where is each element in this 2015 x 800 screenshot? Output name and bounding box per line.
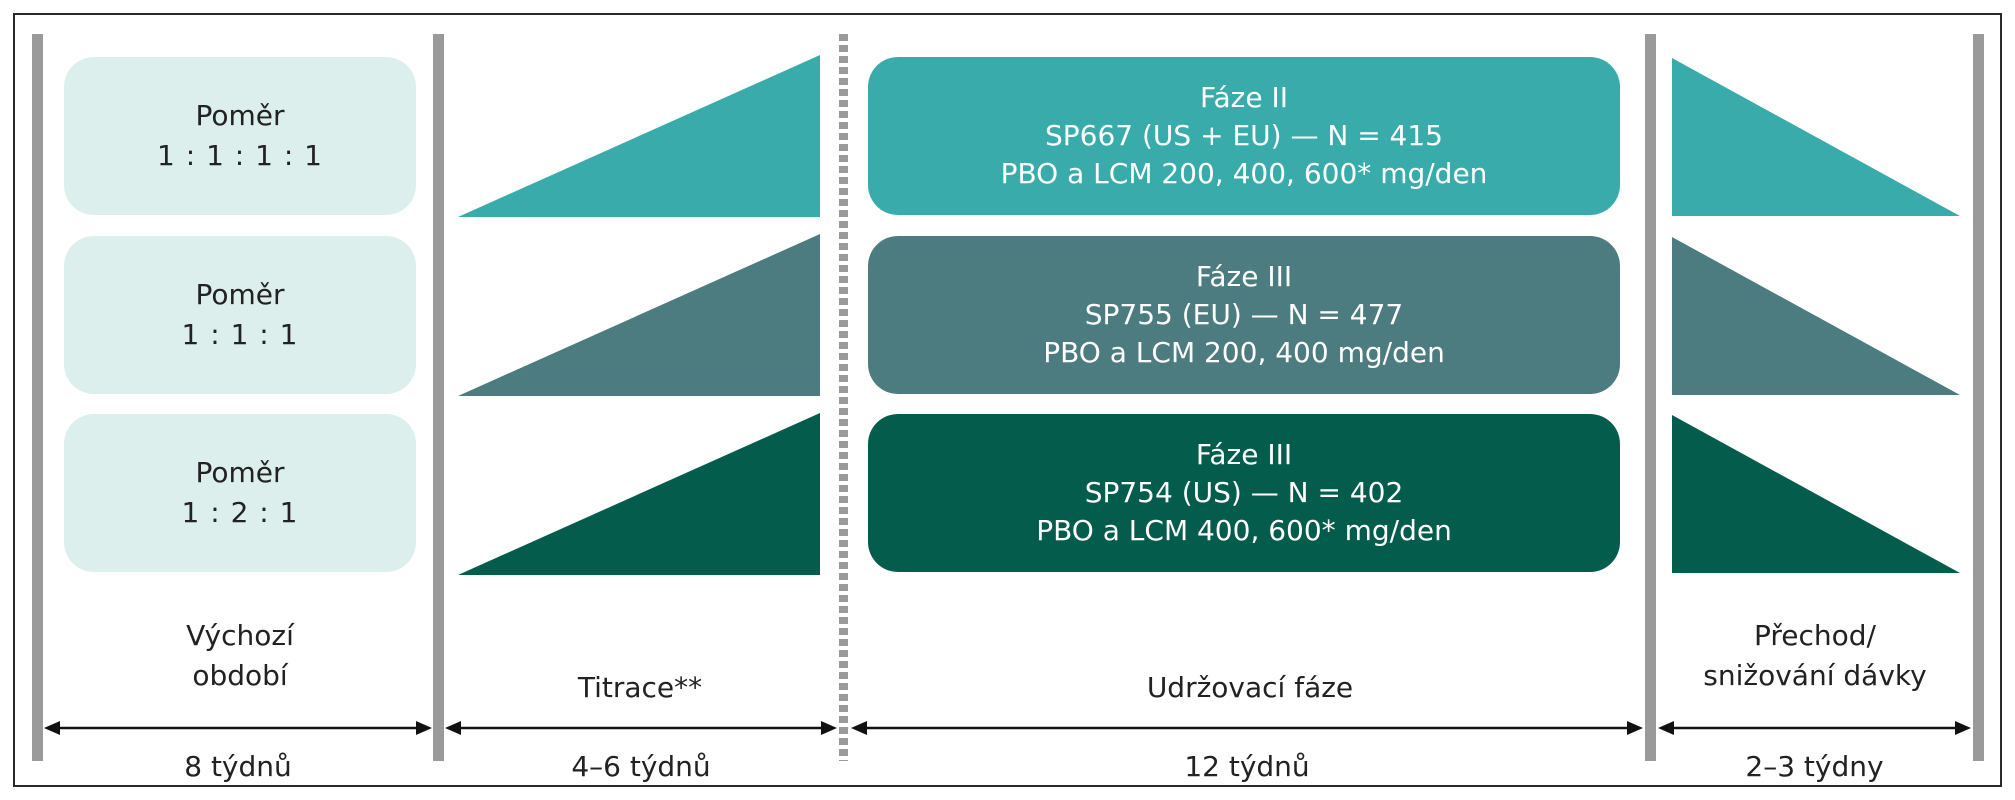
period-label-line: Titrace**: [577, 671, 703, 704]
titration-triangle: [458, 234, 820, 396]
period-label-titration: Titrace**: [450, 668, 830, 708]
duration-arrow-maintenance: [851, 721, 1643, 735]
ratio-box-1: Poměr 1 : 1 : 1 : 1: [64, 57, 416, 215]
duration-transition: 2–3 týdny: [1745, 750, 1884, 783]
duration-arrow-titration: [445, 721, 837, 735]
duration-arrow-baseline: [44, 721, 432, 735]
study-doses: PBO a LCM 200, 400, 600* mg/den: [1000, 157, 1488, 190]
boundary-line-titration-end: [839, 34, 848, 761]
study-id: SP667 (US + EU) — N = 415: [1044, 119, 1443, 152]
period-label-line: Udržovací fáze: [1146, 671, 1354, 704]
ratio-label: Poměr: [195, 278, 285, 311]
boundary-line-end: [1973, 34, 1984, 761]
taper-ramp-1: [1672, 58, 1960, 216]
titration-ramp-3: [458, 413, 820, 575]
duration-arrow-transition: [1658, 721, 1971, 735]
titration-ramp-1: [458, 55, 820, 217]
taper-triangle: [1672, 58, 1960, 216]
study-phase: Fáze III: [1195, 438, 1293, 471]
ratio-value: 1 : 2 : 1: [181, 496, 299, 529]
boundary-line-maintenance-end: [1645, 34, 1656, 761]
taper-ramp-2: [1672, 237, 1960, 395]
study-phase: Fáze II: [1199, 81, 1289, 114]
period-label-maintenance: Udržovací fáze: [860, 668, 1640, 708]
period-label-line: Přechod/: [1754, 619, 1876, 652]
period-label-transition: Přechod/ snižování dávky: [1660, 616, 1970, 696]
duration-maintenance: 12 týdnů: [1184, 750, 1310, 783]
ratio-box-3: Poměr 1 : 2 : 1: [64, 414, 416, 572]
study-box-sp667: Fáze II SP667 (US + EU) — N = 415 PBO a …: [868, 57, 1620, 215]
period-label-line: Výchozí: [186, 619, 294, 652]
taper-triangle: [1672, 415, 1960, 573]
taper-ramp-3: [1672, 415, 1960, 573]
ratio-label: Poměr: [195, 99, 285, 132]
boundary-line-baseline-end: [433, 34, 444, 761]
ratio-value: 1 : 1 : 1 : 1: [157, 139, 323, 172]
period-label-baseline: Výchozí období: [60, 616, 420, 696]
ratio-label: Poměr: [195, 456, 285, 489]
study-box-sp755: Fáze III SP755 (EU) — N = 477 PBO a LCM …: [868, 236, 1620, 394]
period-label-line: snižování dávky: [1703, 659, 1927, 692]
study-phase: Fáze III: [1195, 260, 1293, 293]
duration-baseline: 8 týdnů: [184, 750, 292, 783]
ratio-value: 1 : 1 : 1: [181, 318, 299, 351]
titration-triangle: [458, 55, 820, 217]
ratio-box-2: Poměr 1 : 1 : 1: [64, 236, 416, 394]
study-doses: PBO a LCM 400, 600* mg/den: [1036, 514, 1452, 547]
diagram-frame: [13, 13, 2002, 787]
period-label-line: období: [192, 659, 288, 692]
duration-titration: 4–6 týdnů: [571, 750, 711, 783]
study-box-sp754: Fáze III SP754 (US) — N = 402 PBO a LCM …: [868, 414, 1620, 572]
study-id: SP755 (EU) — N = 477: [1084, 298, 1404, 331]
titration-triangle: [458, 413, 820, 575]
boundary-line-start: [32, 34, 43, 761]
study-id: SP754 (US) — N = 402: [1084, 476, 1404, 509]
titration-ramp-2: [458, 234, 820, 396]
taper-triangle: [1672, 237, 1960, 395]
study-doses: PBO a LCM 200, 400 mg/den: [1043, 336, 1445, 369]
